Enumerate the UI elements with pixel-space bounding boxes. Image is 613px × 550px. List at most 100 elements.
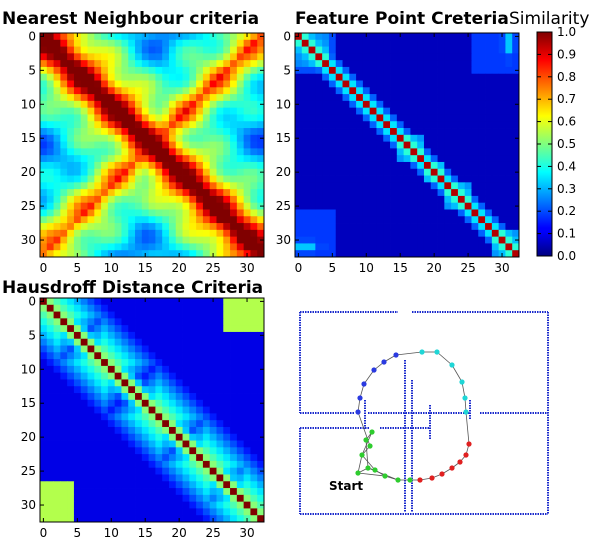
heat-cell (301, 128, 309, 136)
heat-cell (498, 107, 506, 115)
heat-cell (53, 515, 61, 523)
heat-cell (148, 365, 156, 374)
heat-cell (223, 440, 231, 448)
heat-cell (141, 46, 150, 54)
heat-cell (376, 33, 384, 41)
heat-cell (80, 413, 88, 421)
heat-cell (417, 73, 425, 81)
heat-cell (40, 474, 48, 482)
heat-cell (243, 189, 251, 197)
heat-cell (135, 338, 143, 346)
heat-cell (390, 73, 398, 81)
heat-cell (162, 406, 170, 414)
heat-cell (114, 60, 122, 68)
heat-cell (168, 481, 177, 489)
heat-cell (383, 121, 391, 129)
heat-cell (196, 53, 204, 61)
heat-cell (356, 114, 364, 122)
heat-cell (148, 161, 156, 170)
heat-cell (202, 202, 211, 210)
heat-cell (250, 66, 258, 75)
heat-cell (356, 53, 364, 61)
heat-cell (141, 80, 150, 88)
heat-cell (175, 128, 183, 136)
heat-cell (141, 182, 150, 190)
heat-cell (155, 447, 163, 455)
heat-cell (94, 440, 102, 448)
heat-cell (196, 148, 204, 156)
heat-cell (202, 66, 211, 75)
heat-cell (168, 134, 177, 143)
heat-cell (301, 141, 309, 149)
heat-cell (114, 304, 122, 312)
heat-cell (67, 331, 75, 340)
heat-cell (114, 474, 122, 482)
heat-cell (383, 107, 391, 115)
heat-cell (196, 141, 204, 149)
heat-cell (162, 87, 170, 95)
heat-cell (168, 250, 177, 258)
heat-cell (128, 393, 136, 401)
heat-cell (155, 161, 163, 170)
heat-cell (295, 223, 303, 231)
heat-cell (457, 195, 466, 204)
heat-cell (101, 66, 109, 75)
heat-cell (121, 182, 129, 190)
heat-cell (349, 168, 357, 176)
heat-cell (236, 318, 245, 326)
heat-cell (423, 161, 432, 170)
heat-cell (53, 243, 61, 251)
heat-cell (189, 195, 197, 204)
heat-cell (46, 488, 54, 496)
heat-cell (40, 175, 48, 183)
heat-cell (356, 175, 364, 183)
heat-cell (498, 182, 506, 190)
heat-cell (396, 60, 405, 68)
heat-cell (87, 379, 95, 387)
heat-cell (423, 66, 432, 75)
heat-cell (128, 243, 136, 251)
heat-cell (216, 338, 224, 346)
heat-cell (356, 128, 364, 136)
heat-cell (46, 141, 54, 149)
heat-cell (390, 80, 398, 88)
heat-cell (295, 46, 303, 54)
heat-cell (417, 223, 425, 231)
heat-cell (478, 94, 486, 102)
heat-cell (155, 236, 163, 244)
heat-cell (512, 229, 520, 238)
heat-cell (46, 345, 54, 353)
heat-cell (128, 311, 136, 319)
heat-cell (73, 195, 82, 204)
heat-cell (417, 46, 425, 54)
heat-cell (457, 100, 466, 109)
heat-cell (67, 352, 75, 360)
heat-cell (349, 73, 357, 81)
heat-cell (410, 250, 418, 258)
heat-cell (362, 168, 371, 176)
heat-cell (322, 46, 330, 54)
heat-cell (101, 114, 109, 122)
heat-cell (196, 311, 204, 319)
heat-cell (141, 121, 150, 129)
heat-cell (444, 114, 452, 122)
heat-cell (182, 128, 190, 136)
heat-cell (80, 440, 88, 448)
heat-cell (209, 474, 217, 482)
heat-cell (349, 66, 357, 75)
heat-cell (437, 107, 445, 115)
heat-cell (107, 318, 116, 326)
heat-cell (342, 175, 350, 183)
heat-cell (168, 467, 177, 475)
heat-cell (121, 338, 129, 346)
heat-cell (40, 413, 48, 421)
heat-cell (80, 352, 88, 360)
heat-cell (87, 148, 95, 156)
heat-cell (216, 474, 224, 482)
trajectory-node (463, 409, 469, 415)
heat-cell (135, 168, 143, 176)
heat-cell (369, 100, 377, 109)
heat-cell (148, 46, 156, 54)
heat-cell (376, 161, 384, 170)
map-panel: Start (299, 311, 549, 515)
